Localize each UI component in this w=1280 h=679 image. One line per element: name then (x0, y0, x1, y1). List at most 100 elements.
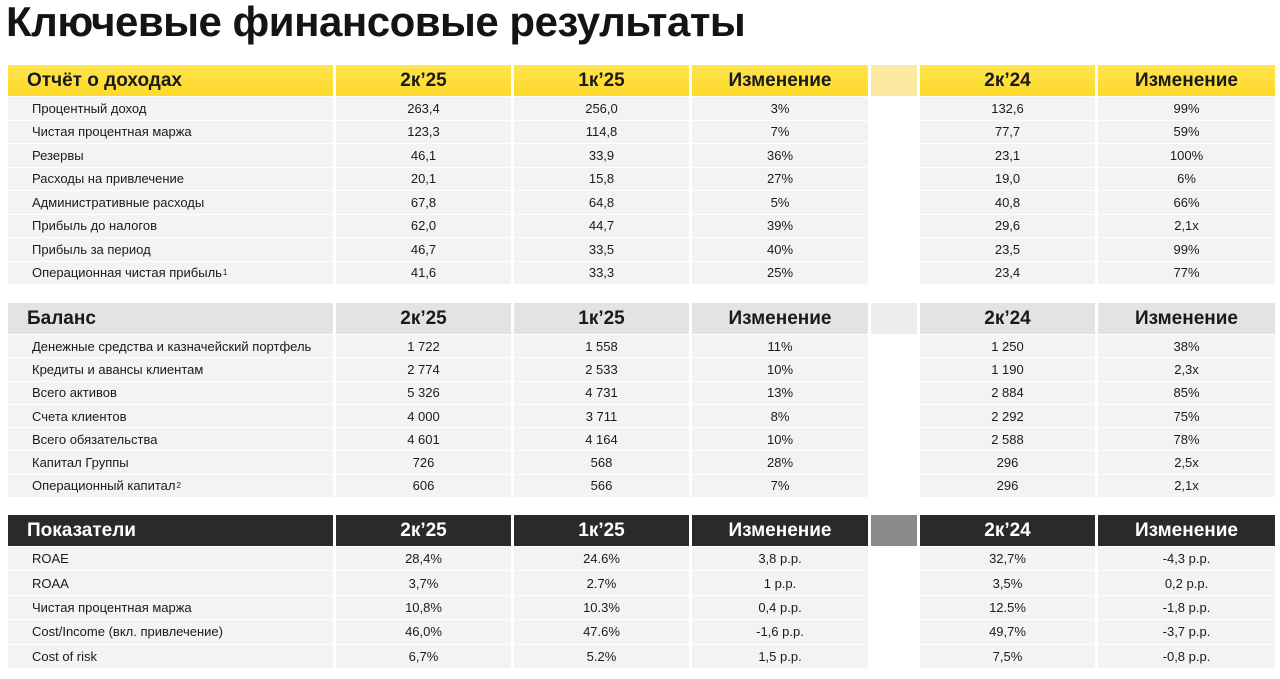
value-cell: 33,9 (514, 144, 689, 167)
spacer (871, 167, 917, 190)
value-cell: 2 292 (920, 404, 1095, 428)
row-label-text: Всего активов (32, 385, 117, 401)
row-label: Расходы на привлечение (8, 167, 333, 190)
page-title: Ключевые финансовые результаты (6, 0, 746, 45)
row-label: Cost of risk (8, 644, 333, 668)
header-cell: 1к’25 (514, 515, 689, 546)
value-cell: 5.2% (514, 644, 689, 668)
header-cell: 1к’25 (514, 303, 689, 334)
value-cell: 2,1x (1098, 214, 1275, 237)
value-cell: 1 250 (920, 335, 1095, 358)
value-cell: 77,7 (920, 120, 1095, 143)
header-cell: 2к’24 (920, 515, 1095, 546)
value-cell: 3,7% (336, 571, 511, 595)
value-cell: 3% (692, 97, 868, 120)
header-spacer (871, 65, 917, 96)
value-cell: 46,1 (336, 144, 511, 167)
row-label-text: Прибыль за период (32, 241, 151, 257)
row-label-text: Процентный доход (32, 100, 147, 116)
header-cell: 2к’25 (336, 515, 511, 546)
header-cell: Баланс (8, 303, 333, 334)
row-label-text: Чистая процентная маржа (32, 599, 192, 615)
value-cell: 11% (692, 335, 868, 358)
header-cell: Изменение (1098, 65, 1275, 96)
header-cell: Изменение (692, 515, 868, 546)
table: Отчёт о доходах 2к’25 1к’25 Изменение 2к’24 И… (8, 65, 1275, 284)
value-cell: 78% (1098, 428, 1275, 451)
row-label-text: Операционная чистая прибыль (32, 265, 222, 281)
row-label: Прибыль до налогов (8, 214, 333, 237)
value-cell: 10.3% (514, 595, 689, 620)
value-cell: 4 731 (514, 381, 689, 404)
value-cell: 8% (692, 404, 868, 428)
value-cell: 99% (1098, 97, 1275, 120)
spacer (871, 595, 917, 620)
value-cell: 62,0 (336, 214, 511, 237)
row-label: Чистая процентная маржа (8, 595, 333, 620)
value-cell: 0,4 p.p. (692, 595, 868, 620)
header-cell: Изменение (1098, 515, 1275, 546)
value-cell: -0,8 p.p. (1098, 644, 1275, 668)
row-label: Чистая процентная маржа (8, 120, 333, 143)
row-label: Процентный доход (8, 97, 333, 120)
value-cell: 263,4 (336, 97, 511, 120)
table: Баланс 2к’25 1к’25 Изменение 2к’24 Изменение Д… (8, 303, 1275, 498)
value-cell: 41,6 (336, 261, 511, 284)
header-cell: Изменение (692, 65, 868, 96)
value-cell: 2 588 (920, 428, 1095, 451)
value-cell: 33,3 (514, 261, 689, 284)
value-cell: 23,4 (920, 261, 1095, 284)
value-cell: 29,6 (920, 214, 1095, 237)
spacer (871, 214, 917, 237)
value-cell: 2,3x (1098, 358, 1275, 381)
row-label: Резервы (8, 144, 333, 167)
value-cell: 3 711 (514, 404, 689, 428)
value-cell: 6% (1098, 167, 1275, 190)
header-cell: Изменение (692, 303, 868, 334)
row-label: Прибыль за период (8, 238, 333, 261)
value-cell: 256,0 (514, 97, 689, 120)
value-cell: 606 (336, 474, 511, 498)
value-cell: 49,7% (920, 620, 1095, 644)
value-cell: 726 (336, 451, 511, 474)
value-cell: 0,2 p.p. (1098, 571, 1275, 595)
row-label-text: Операционный капитал (32, 478, 176, 494)
header-cell: 2к’24 (920, 303, 1095, 334)
value-cell: 59% (1098, 120, 1275, 143)
table: Показатели 2к’25 1к’25 Изменение 2к’24 Измене… (8, 515, 1275, 668)
value-cell: 32,7% (920, 547, 1095, 571)
row-label-text: Капитал Группы (32, 455, 129, 471)
value-cell: 10% (692, 428, 868, 451)
value-cell: 12.5% (920, 595, 1095, 620)
value-cell: 100% (1098, 144, 1275, 167)
value-cell: 5% (692, 191, 868, 214)
value-cell: 4 164 (514, 428, 689, 451)
value-cell: 44,7 (514, 214, 689, 237)
value-cell: 39% (692, 214, 868, 237)
header-cell: Отчёт о доходах (8, 65, 333, 96)
value-cell: -4,3 p.p. (1098, 547, 1275, 571)
header-cell: 2к’25 (336, 65, 511, 96)
row-label-text: Прибыль до налогов (32, 218, 157, 234)
value-cell: 36% (692, 144, 868, 167)
spacer (871, 571, 917, 595)
value-cell: 24.6% (514, 547, 689, 571)
header-cell: 1к’25 (514, 65, 689, 96)
value-cell: 1 722 (336, 335, 511, 358)
row-label-text: ROAE (32, 551, 69, 567)
spacer (871, 144, 917, 167)
value-cell: 2,5x (1098, 451, 1275, 474)
row-label: Всего обязательства (8, 428, 333, 451)
spacer (871, 451, 917, 474)
value-cell: 296 (920, 451, 1095, 474)
value-cell: 6,7% (336, 644, 511, 668)
value-cell: 2 884 (920, 381, 1095, 404)
row-label: Капитал Группы (8, 451, 333, 474)
row-label: ROAA (8, 571, 333, 595)
value-cell: 23,1 (920, 144, 1095, 167)
value-cell: -1,8 p.p. (1098, 595, 1275, 620)
row-label: Кредиты и авансы клиентам (8, 358, 333, 381)
value-cell: 27% (692, 167, 868, 190)
spacer (871, 404, 917, 428)
row-label: Cost/Income (вкл. привлечение) (8, 620, 333, 644)
